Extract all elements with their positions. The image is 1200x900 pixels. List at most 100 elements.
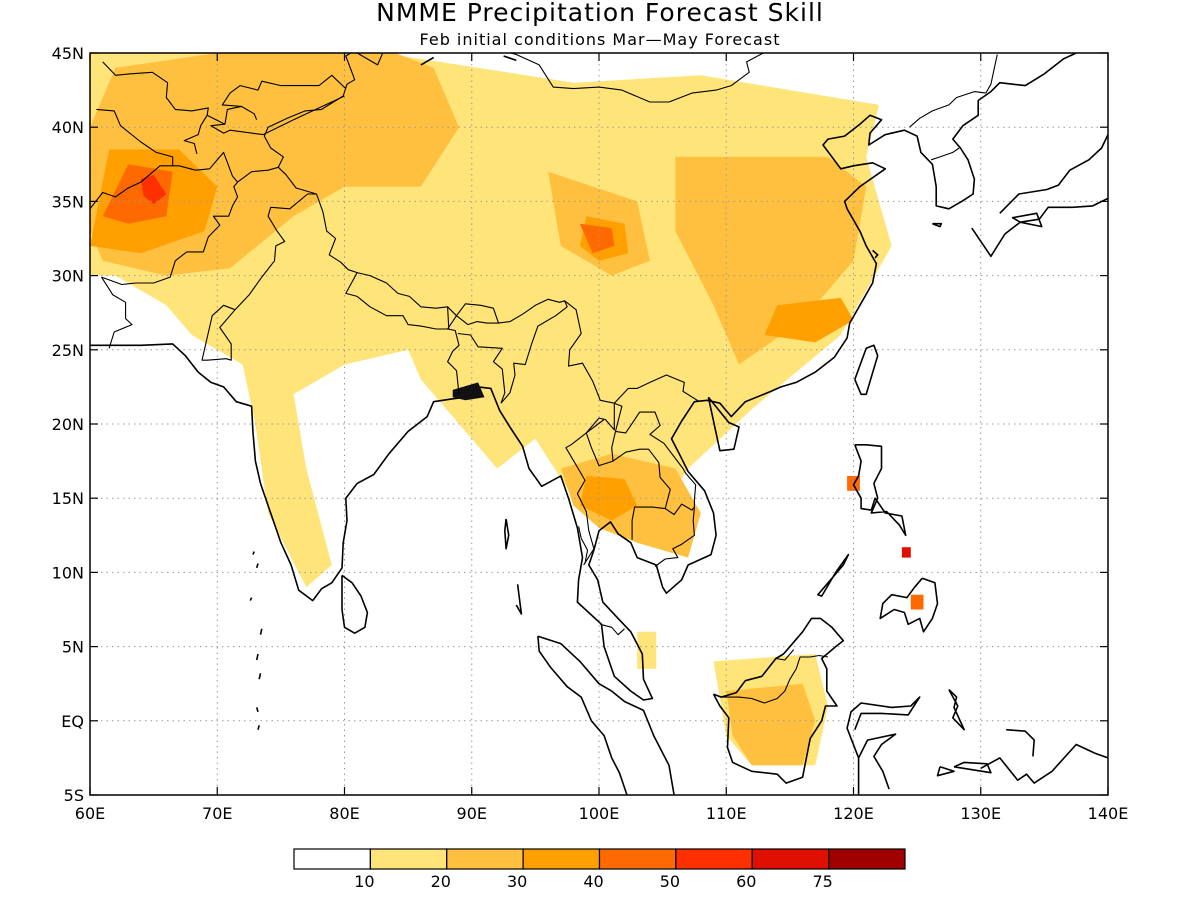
border-6 xyxy=(102,61,226,125)
colorbar-swatch-7 xyxy=(828,848,906,870)
coastline-27 xyxy=(258,673,262,680)
colorbar-label: 30 xyxy=(507,872,527,891)
x-tick-label: 110E xyxy=(706,804,747,823)
coastline-12 xyxy=(857,733,897,795)
coastline-30 xyxy=(503,518,510,550)
coastline-18 xyxy=(999,134,1108,214)
colorbar-swatch-5 xyxy=(675,848,753,870)
coastline-5 xyxy=(852,443,907,537)
y-tick-label: EQ xyxy=(61,712,84,731)
skill-region-17 xyxy=(901,547,911,558)
x-tick-label: 120E xyxy=(833,804,874,823)
map-plot-area xyxy=(90,53,1108,795)
delta-patch xyxy=(452,382,485,401)
colorbar-swatch-6 xyxy=(751,848,830,870)
coastline-19 xyxy=(1011,212,1043,228)
gridlines xyxy=(90,53,1108,795)
border-12 xyxy=(447,306,460,395)
colorbar-swatch-2 xyxy=(446,848,524,870)
y-tick-label: 10N xyxy=(52,563,84,582)
y-tick-label: 35N xyxy=(52,192,84,211)
coastline-16 xyxy=(953,761,992,774)
x-tick-label: 90E xyxy=(457,804,487,823)
colorbar-label: 40 xyxy=(583,872,603,891)
border-8 xyxy=(96,108,174,166)
colorbar-swatch-3 xyxy=(522,848,601,870)
y-tick-label: 40N xyxy=(52,118,84,137)
y-tick-label: 20N xyxy=(52,415,84,434)
y-tick-label: 45N xyxy=(52,44,84,63)
skill-region-16 xyxy=(140,174,167,205)
x-tick-label: 60E xyxy=(75,804,105,823)
coastline-25 xyxy=(259,628,263,635)
colorbar-swatch-1 xyxy=(369,848,448,870)
figure-title: NMME Precipitation Forecast Skill xyxy=(376,0,824,27)
border-5 xyxy=(210,95,345,136)
x-tick-label: 130E xyxy=(960,804,1001,823)
coastline-0 xyxy=(90,53,1077,701)
x-tick-label: 140E xyxy=(1088,804,1129,823)
border-4 xyxy=(263,53,356,195)
coastline-1 xyxy=(341,574,369,635)
coastline-20 xyxy=(932,222,943,228)
skill-region-10 xyxy=(764,297,854,343)
colorbar-swatch-4 xyxy=(598,848,677,870)
y-tick-label: 25N xyxy=(52,341,84,360)
skill-region-7 xyxy=(726,683,816,766)
coastline-10 xyxy=(980,743,1108,784)
border-7 xyxy=(183,115,208,155)
y-tick-label: 30N xyxy=(52,267,84,286)
border-19 xyxy=(631,506,666,540)
coastline-33 xyxy=(503,55,517,62)
border-1 xyxy=(101,181,239,286)
x-tick-label: 70E xyxy=(202,804,232,823)
border-28 xyxy=(356,53,384,66)
colorbar-swatch-0 xyxy=(293,848,371,870)
coastline-22 xyxy=(252,551,255,555)
border-23 xyxy=(721,654,829,704)
y-tick-label: 15N xyxy=(52,489,84,508)
figure-subtitle: Feb initial conditions Mar—May Forecast xyxy=(420,30,781,49)
borders-layer xyxy=(90,53,998,704)
coastline-32 xyxy=(420,56,435,66)
skill-region-15 xyxy=(910,594,924,610)
border-10 xyxy=(345,272,450,330)
border-0 xyxy=(90,151,279,210)
coastline-8 xyxy=(854,344,879,396)
border-13 xyxy=(457,332,506,404)
border-21 xyxy=(578,526,589,564)
coastline-7 xyxy=(707,396,740,452)
x-tick-label: 80E xyxy=(329,804,359,823)
border-9 xyxy=(221,74,347,107)
coastline-21 xyxy=(872,249,879,259)
border-18 xyxy=(585,419,614,467)
border-15 xyxy=(564,300,615,566)
coastline-26 xyxy=(255,653,259,661)
border-14 xyxy=(498,298,568,404)
coastline-24 xyxy=(249,597,253,601)
skill-region-13 xyxy=(579,223,615,254)
border-26 xyxy=(985,54,998,94)
coastline-15 xyxy=(936,766,955,777)
border-27 xyxy=(930,147,960,161)
coastline-2 xyxy=(537,635,675,795)
coastline-29 xyxy=(257,725,260,730)
border-16 xyxy=(613,374,700,404)
axis-ticks: 60E 70E 80E 90E 100E 110E 120E 130E 140E 45N 40N 35… xyxy=(52,44,1129,823)
colorbar: 10 20 30 40 50 60 75 xyxy=(293,848,906,891)
border-20 xyxy=(654,507,695,567)
coastline-23 xyxy=(255,563,259,569)
coastline-13 xyxy=(846,696,921,759)
border-25 xyxy=(909,91,986,128)
colorbar-label: 50 xyxy=(660,872,680,891)
coastline-14 xyxy=(948,689,966,731)
border-2 xyxy=(101,276,133,349)
y-tick-label: 5N xyxy=(62,638,84,657)
colorbar-label: 10 xyxy=(354,872,374,891)
coastline-28 xyxy=(255,707,259,713)
coastline-11 xyxy=(1006,728,1035,757)
colorbar-label: 60 xyxy=(736,872,756,891)
skill-region-11 xyxy=(579,475,638,521)
x-tick-label: 100E xyxy=(579,804,620,823)
